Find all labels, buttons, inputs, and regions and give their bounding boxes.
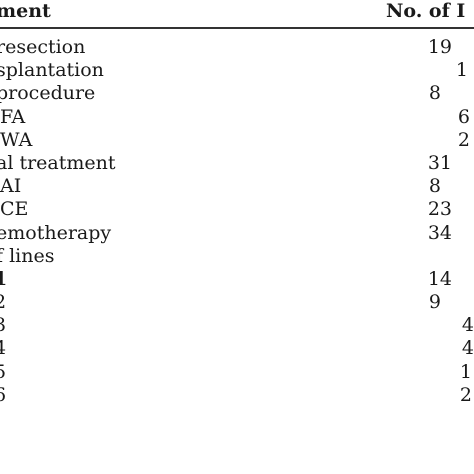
table-row: emotherapy 34 — [0, 222, 474, 245]
table-row: 1 14 — [0, 268, 474, 291]
row-value: 34 — [427, 221, 452, 244]
row-label: resection — [0, 36, 86, 58]
header-rule — [0, 27, 474, 29]
table-row: WA 2 — [0, 129, 474, 152]
row-value: 6 — [457, 105, 470, 128]
table-row: CE 23 — [0, 198, 474, 221]
table-row: resection 19 — [0, 36, 474, 59]
table-row: FA 6 — [0, 106, 474, 129]
row-label: procedure — [0, 82, 96, 105]
row-value: 1 — [459, 360, 472, 383]
table-row: procedure 8 — [0, 82, 474, 105]
table-row: 5 1 — [0, 361, 474, 384]
row-label: 4 — [0, 337, 7, 360]
row-label: 6 — [0, 383, 7, 406]
row-value: 2 — [457, 128, 470, 151]
table-row: al treatment 31 — [0, 152, 474, 175]
header-treatment: ment — [0, 0, 51, 22]
row-label: FA — [0, 105, 26, 128]
row-label: al treatment — [0, 151, 116, 174]
table-row: 3 4 — [0, 314, 474, 337]
table-row: splantation 1 — [0, 59, 474, 82]
table-header: ment No. of I — [0, 0, 474, 29]
row-label: f lines — [0, 244, 55, 267]
row-label: emotherapy — [0, 221, 112, 244]
row-value: 14 — [427, 267, 452, 290]
row-value: 8 — [428, 175, 441, 198]
row-label: CE — [0, 198, 29, 221]
row-label: 3 — [0, 314, 7, 337]
header-count: No. of I — [386, 0, 466, 22]
row-value: 2 — [459, 383, 472, 406]
row-value: 8 — [428, 82, 441, 105]
row-label: WA — [0, 128, 33, 151]
row-value: 4 — [461, 314, 474, 337]
table-row: 4 4 — [0, 337, 474, 360]
table-row: 6 2 — [0, 384, 474, 407]
row-label: 5 — [0, 360, 7, 383]
row-value: 9 — [428, 291, 441, 314]
row-value: 31 — [427, 151, 452, 174]
row-value: 19 — [427, 36, 452, 58]
table-body: resection 19 splantation 1 procedure 8 F… — [0, 36, 474, 407]
row-value: 23 — [427, 198, 452, 221]
row-value: 1 — [455, 59, 468, 82]
row-label: 2 — [0, 291, 7, 314]
row-label: AI — [0, 175, 22, 198]
row-label: splantation — [0, 59, 104, 82]
table-row: f lines — [0, 245, 474, 268]
row-label: 1 — [0, 267, 8, 290]
row-value: 4 — [461, 337, 474, 360]
table-row: 2 9 — [0, 291, 474, 314]
table-row: AI 8 — [0, 175, 474, 198]
